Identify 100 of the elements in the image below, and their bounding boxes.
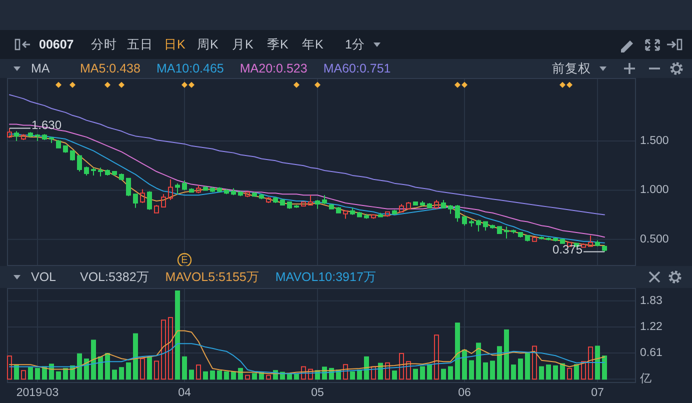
bar [140, 358, 145, 380]
x-tick-label: 2019-03 [16, 387, 59, 399]
bar [357, 370, 362, 380]
candlestick [196, 184, 201, 194]
chart-title: 00607 [39, 38, 74, 52]
bar [196, 364, 201, 380]
candlestick [602, 244, 607, 252]
candlestick [266, 196, 271, 204]
candlestick [294, 204, 299, 208]
candlestick [399, 203, 404, 212]
y-tick-label: 亿 [639, 372, 652, 386]
text: 五日 [127, 38, 153, 52]
bar [217, 370, 222, 380]
candlestick [28, 132, 33, 138]
bar [119, 367, 124, 380]
candlestick [560, 238, 565, 244]
bar [588, 346, 593, 380]
candlestick [147, 190, 152, 210]
candlestick [91, 167, 96, 176]
candlestick [518, 232, 523, 238]
bar [518, 358, 523, 380]
bar [476, 342, 481, 380]
candlestick [238, 190, 243, 197]
candlestick [63, 145, 68, 154]
bar [308, 368, 313, 380]
bar [175, 290, 180, 380]
bar [105, 352, 110, 380]
bar [539, 366, 544, 380]
bar [413, 368, 418, 380]
text: 周K [197, 38, 219, 52]
bar [511, 364, 516, 380]
candlestick [427, 202, 432, 208]
candlestick [259, 194, 264, 200]
text: MA60:0.751 [323, 62, 391, 76]
candlestick [308, 194, 313, 206]
bar [525, 352, 530, 380]
bar [98, 356, 103, 380]
candlestick [434, 200, 439, 210]
x-tick-label: 07 [591, 387, 604, 399]
candlestick [441, 200, 446, 208]
bar [63, 368, 68, 380]
bar [490, 360, 495, 380]
line-series [9, 94, 605, 216]
bar [455, 322, 460, 380]
bar [7, 356, 12, 380]
candlestick [504, 226, 509, 239]
y-tick-label: 1.22 [640, 320, 662, 333]
candlestick [301, 202, 306, 206]
text: 日K [164, 38, 186, 52]
bar [147, 356, 152, 380]
bar [553, 365, 558, 380]
candlestick [140, 188, 145, 204]
y-tick-label: 1.000 [640, 184, 669, 196]
bar [469, 360, 474, 380]
candlestick [126, 178, 131, 197]
candlestick [203, 186, 208, 191]
candlestick [21, 134, 26, 141]
bar [189, 370, 194, 380]
bar [126, 362, 131, 380]
candlestick [567, 242, 572, 247]
candlestick [497, 226, 502, 234]
candlestick [420, 200, 425, 206]
candlestick [189, 188, 194, 193]
bar [602, 356, 607, 380]
y-tick-label: 1.500 [640, 134, 669, 147]
candlestick [357, 211, 362, 218]
text: MAVOL10:3917万 [275, 270, 376, 284]
candlestick [119, 172, 124, 181]
candlestick [182, 180, 187, 191]
bar [238, 368, 243, 380]
bar [462, 350, 467, 380]
candlestick [588, 234, 593, 247]
text: 月K [232, 38, 254, 52]
candlestick [525, 234, 530, 242]
bar [560, 363, 565, 380]
candlestick [553, 238, 558, 242]
candlestick [343, 210, 348, 220]
text: VOL:5382万 [80, 270, 150, 284]
candlestick [210, 186, 215, 193]
candlestick [448, 204, 453, 214]
candlestick [315, 200, 320, 210]
candlestick [350, 207, 355, 216]
candlestick [539, 236, 544, 240]
line-series [9, 343, 605, 374]
bar [210, 370, 215, 380]
legend-title: MA [31, 62, 50, 76]
candlestick [175, 182, 180, 195]
candlestick [322, 194, 327, 204]
text: MA5:0.438 [80, 62, 141, 76]
candlestick [483, 221, 488, 232]
candlestick [469, 219, 474, 228]
candlestick [455, 204, 460, 222]
y-tick-label: 0.500 [640, 233, 669, 246]
y-tick-label: 0.61 [640, 347, 662, 360]
bar [497, 346, 502, 380]
candlestick [98, 167, 103, 177]
candlestick [546, 236, 551, 241]
candlestick [133, 194, 138, 208]
text: 分时 [91, 38, 117, 52]
candlestick [112, 171, 117, 176]
